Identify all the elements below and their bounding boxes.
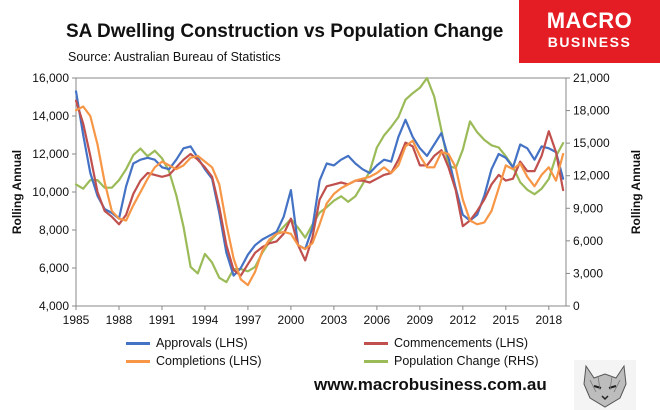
y-right-tick-label: 15,000 [573, 136, 610, 150]
x-tick-label: 1994 [192, 313, 219, 327]
x-tick-label: 2012 [449, 313, 476, 327]
x-tick-label: 2006 [364, 313, 391, 327]
y-left-tick-label: 16,000 [32, 71, 69, 85]
legend-label-completions: Completions (LHS) [156, 354, 262, 368]
x-tick-label: 1988 [106, 313, 133, 327]
legend-completions: Completions (LHS) [126, 354, 262, 368]
x-tick-label: 1991 [149, 313, 176, 327]
y-right-tick-label: 12,000 [573, 169, 610, 183]
approvals-line [74, 90, 565, 277]
x-tick-label: 2000 [278, 313, 305, 327]
y-left-tick-label: 8,000 [39, 223, 69, 237]
legend-label-approvals: Approvals (LHS) [156, 336, 248, 350]
wolf-icon [574, 360, 636, 410]
y-right-tick-label: 0 [573, 299, 580, 313]
y-left-tick-label: 10,000 [32, 185, 69, 199]
logo-line-1: MACRO [546, 8, 633, 33]
legend-label-commencements: Commencements (LHS) [394, 336, 529, 350]
y-left-tick-label: 12,000 [32, 147, 69, 161]
commencements-line [74, 99, 565, 277]
legend-swatch-completions [126, 359, 150, 363]
y-right-tick-label: 21,000 [573, 71, 610, 85]
y-right-axis-title: Rolling Annual [629, 150, 643, 234]
x-tick-label: 1997 [235, 313, 262, 327]
chart-source: Source: Australian Bureau of Statistics [68, 50, 281, 64]
website-url[interactable]: www.macrobusiness.com.au [314, 375, 547, 394]
y-right-tick-label: 9,000 [573, 201, 603, 215]
macrobusiness-logo: MACRO BUSINESS [519, 0, 660, 63]
population-change-line [74, 76, 565, 284]
legend-commencements: Commencements (LHS) [364, 336, 528, 350]
y-left-tick-label: 14,000 [32, 109, 69, 123]
x-tick-label: 2015 [492, 313, 519, 327]
x-tick-label: 2009 [407, 313, 434, 327]
legend-swatch-population [364, 359, 388, 363]
x-tick-label: 2018 [535, 313, 562, 327]
legend-approvals: Approvals (LHS) [126, 336, 248, 350]
plot-area [75, 77, 567, 307]
legend-label-population: Population Change (RHS) [394, 354, 539, 368]
y-left-tick-label: 4,000 [39, 299, 69, 313]
y-right-tick-label: 6,000 [573, 234, 603, 248]
chart-title: SA Dwelling Construction vs Population C… [66, 21, 504, 42]
x-tick-label: 2003 [321, 313, 348, 327]
y-right-tick-label: 18,000 [573, 104, 610, 118]
y-right-tick-label: 3,000 [573, 266, 603, 280]
logo-line-2: BUSINESS [547, 34, 632, 50]
y-left-axis-title: Rolling Annual [10, 150, 24, 234]
legend-swatch-commencements [364, 341, 388, 345]
completions-line [74, 105, 565, 287]
x-tick-label: 1985 [63, 313, 90, 327]
legend-population: Population Change (RHS) [364, 354, 539, 368]
legend-swatch-approvals [126, 341, 150, 345]
y-left-tick-label: 6,000 [39, 261, 69, 275]
